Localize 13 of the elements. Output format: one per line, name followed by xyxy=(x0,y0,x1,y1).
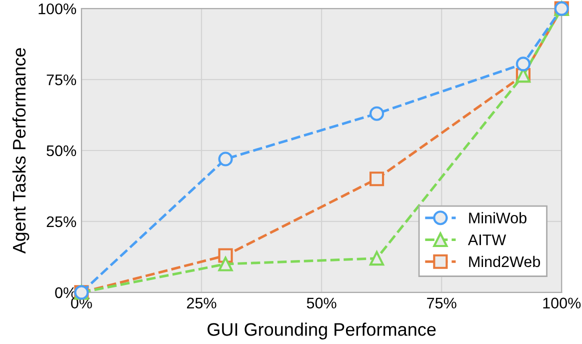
y-tick-label: 50% xyxy=(46,145,76,156)
x-axis-title: GUI Grounding Performance xyxy=(208,322,436,340)
x-tick-label: 75% xyxy=(427,298,456,308)
x-tick-label: 100% xyxy=(543,298,581,308)
x-tick-label: 50% xyxy=(306,298,336,308)
y-axis-title: Agent Tasks Performance xyxy=(12,48,30,254)
y-tick-label: 75% xyxy=(46,74,76,86)
y-tick-label: 100% xyxy=(38,3,76,14)
legend-label: Mind2Web xyxy=(469,256,540,268)
x-tick-label: 25% xyxy=(187,298,216,308)
y-tick-label: 25% xyxy=(46,216,76,228)
legend-label: MiniWob xyxy=(469,212,526,224)
legend-label: AITW xyxy=(468,234,506,246)
